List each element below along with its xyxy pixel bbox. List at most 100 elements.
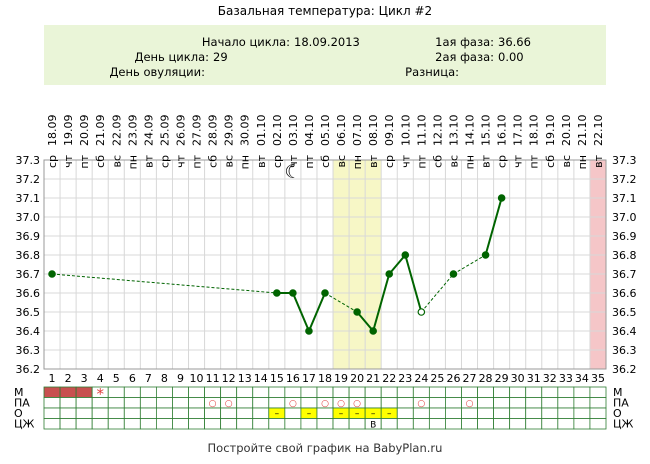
day-number-label: 8 bbox=[161, 372, 168, 385]
ovulation-day-label: День овуляции: bbox=[109, 65, 205, 79]
temp-point bbox=[497, 194, 506, 202]
day-number-label: 5 bbox=[113, 372, 120, 385]
day-number-label: 9 bbox=[177, 372, 184, 385]
tracker-cell bbox=[557, 418, 575, 430]
tracker-cell bbox=[589, 397, 607, 409]
tracker-cell bbox=[509, 397, 527, 409]
tracker-cell bbox=[493, 397, 511, 409]
o-dash-marker: – bbox=[387, 409, 392, 419]
tracker-cell bbox=[43, 397, 61, 409]
tracker-cell bbox=[509, 386, 527, 398]
temp-point bbox=[449, 270, 458, 278]
y-tick-label-right: 36.9 bbox=[612, 230, 637, 243]
weekday-tick-label: вс bbox=[335, 155, 348, 168]
day-number-label: 34 bbox=[575, 372, 589, 385]
y-tick-label-right: 36.6 bbox=[612, 287, 637, 300]
tracker-cell bbox=[188, 418, 205, 430]
tracker-cell bbox=[412, 386, 430, 398]
weekday-tick-label: чт bbox=[512, 154, 525, 167]
tracker-cell bbox=[557, 407, 575, 419]
weekday-tick-label: сб bbox=[319, 155, 332, 168]
tracker-cell bbox=[541, 386, 559, 398]
tracker-cell bbox=[396, 418, 414, 430]
weekday-tick-label: вс bbox=[560, 155, 573, 168]
tracker-cell bbox=[445, 386, 462, 398]
tracker-cell bbox=[43, 386, 61, 398]
tracker-cell bbox=[43, 407, 61, 419]
y-tick-label-right: 37.2 bbox=[612, 173, 637, 186]
tracker-cell bbox=[573, 397, 591, 409]
day-number-label: 19 bbox=[334, 372, 348, 385]
tracker-cell bbox=[236, 397, 254, 409]
tracker-cell bbox=[428, 407, 446, 419]
tracker-cell bbox=[348, 418, 366, 430]
tracker-cell bbox=[461, 418, 478, 430]
temp-point bbox=[385, 270, 394, 278]
tracker-cell bbox=[541, 418, 559, 430]
cycle-day-value: 29 bbox=[213, 50, 228, 64]
day-number-label: 6 bbox=[129, 372, 136, 385]
tracker-cell bbox=[477, 386, 494, 398]
day-number-label: 7 bbox=[145, 372, 152, 385]
weekday-tick-label: вс bbox=[447, 155, 460, 168]
weekday-tick-label: пт bbox=[191, 154, 204, 168]
ovulation-highlight-band bbox=[333, 160, 382, 369]
day-number-label: 32 bbox=[543, 372, 557, 385]
tracker-cell bbox=[477, 418, 494, 430]
tracker-cell bbox=[172, 397, 189, 409]
date-tick-label: 22.09 bbox=[110, 115, 123, 147]
temp-point bbox=[353, 308, 361, 316]
tracker-cell bbox=[380, 386, 398, 398]
date-tick-label: 23.09 bbox=[126, 115, 139, 147]
weekday-tick-label: ср bbox=[383, 155, 396, 168]
row-label-right: ЦЖ bbox=[613, 418, 634, 431]
weekday-tick-label: сб bbox=[207, 155, 220, 168]
y-tick-label-left: 37.1 bbox=[16, 192, 41, 205]
tracker-cell bbox=[428, 397, 446, 409]
tracker-cell bbox=[43, 418, 61, 430]
weekday-tick-label: чт bbox=[62, 154, 75, 167]
tracker-cell bbox=[188, 397, 205, 409]
tracker-cell bbox=[428, 418, 446, 430]
weekday-tick-label: вт bbox=[142, 154, 155, 167]
phase2-value: 0.00 bbox=[498, 50, 524, 64]
tracker-cell bbox=[75, 407, 93, 419]
weekday-tick-label: пн bbox=[351, 155, 364, 169]
date-tick-label: 04.10 bbox=[303, 115, 316, 147]
temp-line-segment bbox=[291, 292, 310, 332]
y-tick-label-right: 36.8 bbox=[612, 249, 637, 262]
tracker-cell bbox=[445, 397, 462, 409]
date-tick-label: 18.09 bbox=[46, 115, 59, 147]
date-tick-label: 30.09 bbox=[239, 114, 252, 146]
tracker-cell bbox=[220, 407, 238, 419]
temp-line-segment bbox=[484, 197, 503, 256]
y-tick-label-right: 36.2 bbox=[612, 363, 637, 376]
day-number-label: 29 bbox=[495, 372, 509, 385]
tracker-cell bbox=[139, 407, 157, 419]
tracker-cell bbox=[139, 397, 157, 409]
temp-line-dashed bbox=[324, 292, 358, 313]
tracker-cell bbox=[461, 386, 478, 398]
weekday-tick-label: вс bbox=[223, 155, 236, 168]
day-number-label: 17 bbox=[302, 372, 316, 385]
y-tick-label-left: 36.8 bbox=[16, 249, 41, 262]
day-number-label: 24 bbox=[414, 372, 428, 385]
date-tick-label: 05.10 bbox=[319, 115, 332, 147]
day-number-label: 35 bbox=[591, 372, 605, 385]
temp-point bbox=[481, 251, 490, 259]
tracker-cell bbox=[236, 386, 254, 398]
temp-point bbox=[401, 251, 410, 259]
tracker-cell bbox=[589, 407, 607, 419]
day-number-label: 4 bbox=[97, 372, 104, 385]
date-tick-label: 09.10 bbox=[383, 115, 396, 147]
tracker-cell bbox=[445, 418, 462, 430]
day-number-label: 10 bbox=[190, 372, 204, 385]
tracker-cell bbox=[188, 386, 205, 398]
tracker-cell bbox=[252, 397, 270, 409]
date-tick-label: 08.10 bbox=[367, 115, 380, 147]
tracker-cell bbox=[139, 418, 157, 430]
plot-frame bbox=[43, 159, 607, 370]
tracker-cell bbox=[59, 386, 77, 398]
day-number-label: 22 bbox=[382, 372, 396, 385]
tracker-cell bbox=[396, 397, 414, 409]
